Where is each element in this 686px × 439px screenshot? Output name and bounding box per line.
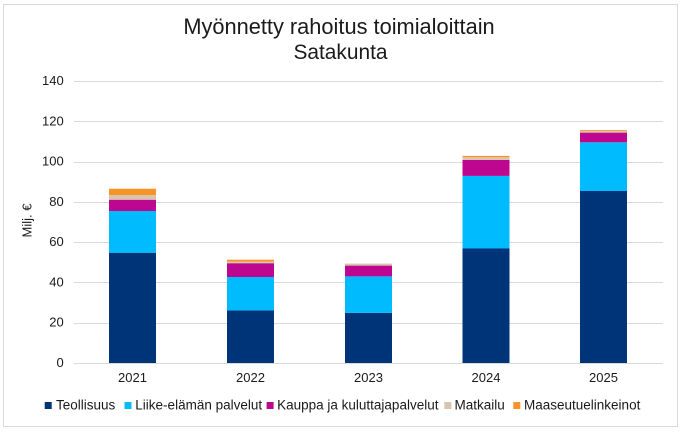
svg-text:Myönnetty rahoitus toimialoitt: Myönnetty rahoitus toimialoittain	[183, 14, 494, 39]
svg-text:Liike-elämän palvelut: Liike-elämän palvelut	[135, 398, 262, 413]
svg-text:60: 60	[49, 234, 63, 249]
svg-text:2021: 2021	[118, 370, 147, 385]
svg-text:100: 100	[42, 154, 64, 169]
svg-text:Milj. €: Milj. €	[20, 203, 35, 238]
svg-text:2025: 2025	[589, 370, 618, 385]
svg-text:2022: 2022	[236, 370, 265, 385]
svg-text:Maaseutuelinkeinot: Maaseutuelinkeinot	[524, 398, 641, 413]
svg-text:2023: 2023	[354, 370, 383, 385]
svg-text:140: 140	[42, 73, 64, 88]
svg-text:0: 0	[56, 355, 63, 370]
svg-text:Satakunta: Satakunta	[293, 41, 387, 64]
svg-text:Teollisuus: Teollisuus	[56, 398, 116, 413]
svg-text:20: 20	[49, 315, 63, 330]
svg-text:Kauppa ja kuluttajapalvelut: Kauppa ja kuluttajapalvelut	[277, 398, 439, 413]
svg-text:Matkailu: Matkailu	[455, 398, 505, 413]
svg-text:80: 80	[49, 194, 63, 209]
svg-text:40: 40	[49, 274, 63, 289]
svg-text:120: 120	[42, 113, 64, 128]
svg-text:2024: 2024	[472, 370, 501, 385]
